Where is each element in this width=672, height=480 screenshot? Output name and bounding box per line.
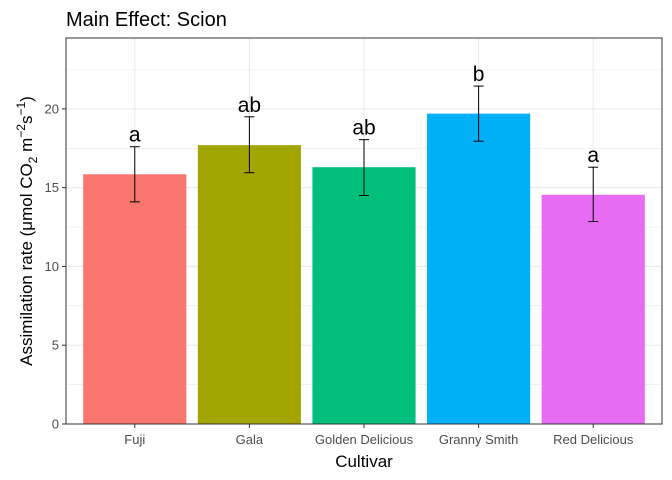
y-tick-label: 5 [52, 338, 59, 353]
x-tick-label: Red Delicious [553, 432, 634, 447]
x-tick-label: Gala [236, 432, 264, 447]
significance-label: b [473, 63, 485, 86]
errorbar-group [129, 85, 599, 223]
bar-fuji [83, 174, 187, 424]
bar-granny-smith [427, 113, 531, 425]
x-tick-label: Granny Smith [439, 432, 518, 447]
bar-red-delicious [541, 194, 645, 424]
bar-golden-delicious [312, 167, 416, 424]
significance-label: ab [352, 117, 375, 140]
y-axis-title: Assimilation rate (μmol CO2 m−2s−1) [14, 96, 40, 366]
x-tick-label: Golden Delicious [315, 432, 414, 447]
x-axis-title: Cultivar [335, 452, 393, 471]
y-tick-label: 0 [52, 417, 59, 432]
y-tick-label: 15 [45, 180, 59, 195]
bar-group [83, 113, 645, 425]
y-tick-label: 10 [45, 259, 59, 274]
y-tick-label: 20 [45, 101, 59, 116]
significance-label: ab [238, 94, 261, 117]
bar-gala [197, 145, 301, 424]
x-axis: Fuji Gala Golden Delicious Granny Smith Red … [124, 424, 634, 447]
x-tick-label: Fuji [124, 432, 145, 447]
y-axis: 0 5 10 15 20 [45, 101, 66, 432]
significance-label-group: a ab ab b a [129, 63, 599, 167]
chart-title: Main Effect: Scion [66, 9, 227, 31]
significance-label: a [587, 144, 599, 167]
significance-label: a [129, 124, 141, 147]
